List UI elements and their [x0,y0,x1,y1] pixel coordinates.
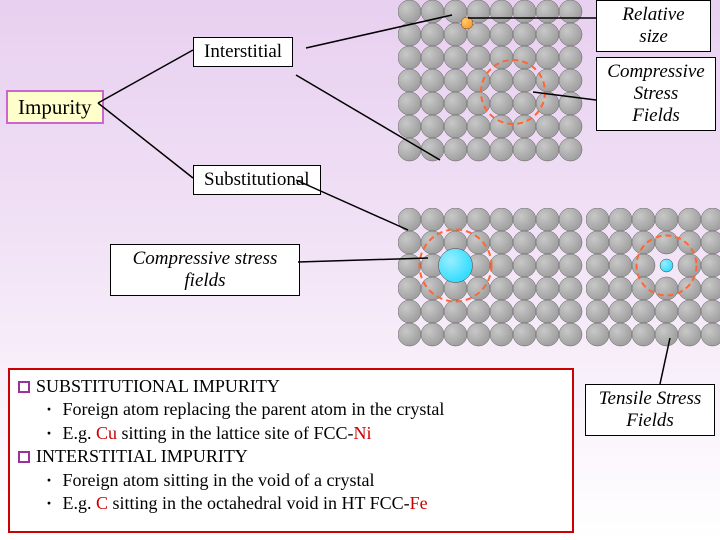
interstitial-impurity-heading: INTERSTITIAL IMPURITY [18,445,564,468]
interstitial-label: Interstitial [193,37,293,67]
tensile-stress-text: Tensile StressFields [599,388,702,431]
substitutional-large-atom-grid [398,208,588,358]
int-line2b-text: sitting in the octahedral void in HT FCC… [108,493,410,513]
main-description-box: SUBSTITUTIONAL IMPURITY Foreign atom rep… [8,368,574,533]
bullet-square-icon [18,381,30,393]
interstitial-text: Interstitial [204,41,282,62]
impurity-label: Impurity [6,90,104,124]
sub-title-text: SUBSTITUTIONAL IMPURITY [36,376,280,396]
int-line2a-text: E.g. [63,493,97,513]
sub-line2-cu: Cu [96,423,117,443]
compressive-stress-italic-label: CompressiveStressFields [596,57,716,131]
tensile-stress-label: Tensile StressFields [585,384,715,436]
bullet-square-icon [18,451,30,463]
sub-line2-ni: Ni [354,423,372,443]
sub-line-2: E.g. Cu sitting in the lattice site of F… [18,422,564,445]
sub-line2b-text: sitting in the lattice site of FCC- [117,423,353,443]
relative-size-label: Relativesize [596,0,711,52]
sub-line2a-text: E.g. [63,423,97,443]
compressive-stress-italic-text: CompressiveStressFields [607,61,704,126]
substitutional-label: Substitutional [193,165,321,195]
int-line-1: Foreign atom sitting in the void of a cr… [18,469,564,492]
int-line2-c: C [96,493,108,513]
relative-size-text: Relativesize [622,4,684,47]
compressive-stress-box-label: Compressive stressfields [110,244,300,296]
sub-line1-text: Foreign atom replacing the parent atom i… [63,399,445,419]
interstitial-atom-grid [398,0,588,170]
sub-line-1: Foreign atom replacing the parent atom i… [18,398,564,421]
substitutional-text: Substitutional [204,169,310,190]
int-line1-text: Foreign atom sitting in the void of a cr… [63,470,375,490]
compressive-stress-box-text: Compressive stressfields [133,248,278,291]
impurity-text: Impurity [18,95,92,119]
int-title-text: INTERSTITIAL IMPURITY [36,446,248,466]
int-line2-fe: Fe [410,493,428,513]
int-line-2: E.g. C sitting in the octahedral void in… [18,492,564,515]
substitutional-impurity-heading: SUBSTITUTIONAL IMPURITY [18,375,564,398]
substitutional-small-atom-grid [586,208,720,358]
